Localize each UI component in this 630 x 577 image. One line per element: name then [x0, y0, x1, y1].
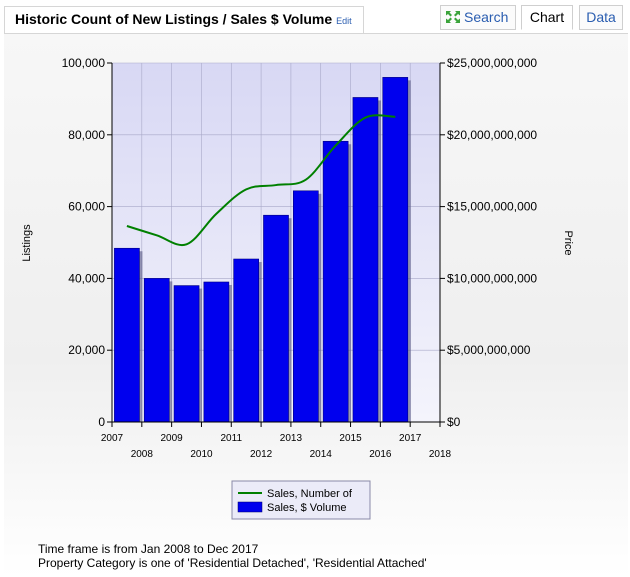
- y2-tick-label: $10,000,000,000: [447, 271, 537, 285]
- x-tick-label: 2007: [101, 433, 124, 444]
- tab-data-label: Data: [586, 9, 616, 25]
- legend: Sales, Number of Sales, $ Volume: [231, 480, 371, 520]
- bar: [292, 190, 319, 423]
- tab-data[interactable]: Data: [579, 5, 623, 30]
- x-tick-label: 2017: [399, 433, 422, 444]
- tick-labels: 0 20,000 40,000 60,000 80,000 100,000 $0 $5,000…: [62, 56, 538, 460]
- bar: [203, 281, 230, 423]
- y2-tick-label: $25,000,000,000: [447, 56, 537, 70]
- y-tick-label: 40,000: [68, 271, 105, 285]
- x-tick-label: 2013: [280, 433, 303, 444]
- tab-chart-label: Chart: [529, 9, 565, 25]
- title-box: Historic Count of New Listings / Sales $…: [4, 6, 364, 33]
- bar: [263, 214, 289, 423]
- x-tick-label: 2012: [250, 449, 273, 460]
- axes: [107, 62, 445, 427]
- x-tick-label: 2016: [369, 449, 392, 460]
- x-tick-label: 2010: [190, 449, 213, 460]
- y2-tick-label: $15,000,000,000: [447, 200, 537, 214]
- legend-box: [231, 480, 371, 520]
- bar: [233, 258, 260, 423]
- bar: [352, 97, 379, 423]
- y2-axis-label: Price: [562, 230, 574, 255]
- bar: [143, 278, 170, 423]
- y-axis-label: Listings: [21, 224, 33, 262]
- y2-tick-label: $5,000,000,000: [447, 343, 531, 357]
- x-tick-label: 2009: [161, 433, 184, 444]
- x-tick-label: 2011: [221, 433, 243, 444]
- edit-title-link[interactable]: Edit: [336, 16, 352, 26]
- x-tick-label: 2018: [429, 449, 452, 460]
- y-tick-label: 60,000: [68, 200, 105, 214]
- y2-tick-label: $20,000,000,000: [447, 128, 537, 142]
- y-tick-label: 0: [98, 415, 105, 429]
- footer-timeframe: Time frame is from Jan 2008 to Dec 2017: [38, 542, 259, 556]
- x-tick-label: 2008: [131, 449, 154, 460]
- tab-search[interactable]: Search: [440, 5, 516, 30]
- legend-bar-label: Sales, $ Volume: [267, 502, 347, 514]
- page-title: Historic Count of New Listings / Sales $…: [15, 11, 352, 27]
- bar-series: [114, 77, 411, 423]
- expand-arrows-icon: [446, 11, 460, 23]
- x-tick-label: 2015: [339, 433, 362, 444]
- title-label: Historic Count of New Listings / Sales $…: [15, 11, 333, 27]
- y-tick-label: 20,000: [68, 343, 105, 357]
- y2-tick-label: $0: [447, 415, 461, 429]
- x-tick-label: 2014: [310, 449, 333, 460]
- footer-category: Property Category is one of 'Residential…: [38, 556, 427, 570]
- legend-line-label: Sales, Number of: [267, 488, 353, 500]
- tab-chart[interactable]: Chart: [521, 5, 573, 30]
- bar: [114, 247, 140, 423]
- line-series: [126, 114, 396, 247]
- report-footer: Time frame is from Jan 2008 to Dec 2017 …: [38, 542, 427, 570]
- bar: [382, 77, 409, 423]
- report-header: Historic Count of New Listings / Sales $…: [0, 0, 630, 34]
- bar: [173, 285, 200, 423]
- tab-search-label: Search: [464, 9, 509, 25]
- y-tick-label: 100,000: [62, 56, 106, 70]
- series-line: [126, 114, 396, 247]
- y-tick-label: 80,000: [68, 128, 105, 142]
- legend-bar-swatch: [237, 501, 263, 513]
- bar: [322, 140, 349, 423]
